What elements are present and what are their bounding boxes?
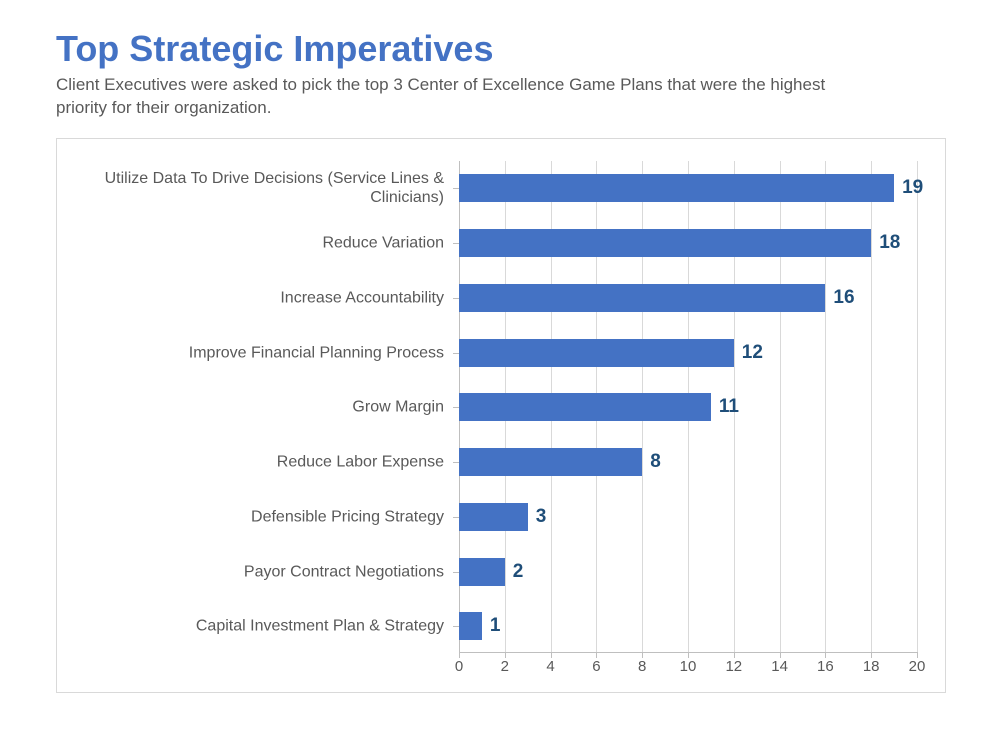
bar-value-label: 1 — [490, 615, 501, 637]
bar-value-label: 19 — [902, 177, 923, 199]
x-tick-label: 16 — [817, 658, 834, 675]
category-label: Reduce Labor Expense — [64, 453, 452, 472]
category-label: Payor Contract Negotiations — [64, 562, 452, 581]
bar-value-label: 16 — [833, 287, 854, 309]
bar — [459, 558, 505, 586]
gridline — [917, 161, 918, 652]
bar — [459, 229, 871, 257]
x-tick-label: 14 — [771, 658, 788, 675]
category-label: Improve Financial Planning Process — [64, 343, 452, 362]
bar-value-label: 3 — [536, 506, 547, 528]
bar-value-label: 18 — [879, 232, 900, 254]
bar-value-label: 2 — [513, 561, 524, 583]
x-tick-label: 8 — [638, 658, 646, 675]
x-tick-label: 10 — [680, 658, 697, 675]
bar — [459, 284, 825, 312]
category-label: Capital Investment Plan & Strategy — [64, 617, 452, 636]
x-tick-label: 2 — [501, 658, 509, 675]
y-axis-labels: Utilize Data To Drive Decisions (Service… — [57, 139, 452, 652]
bar — [459, 612, 482, 640]
category-label: Utilize Data To Drive Decisions (Service… — [64, 169, 452, 207]
bar — [459, 393, 711, 421]
page-subtitle: Client Executives were asked to pick the… — [56, 74, 876, 120]
bar — [459, 448, 642, 476]
gridline — [871, 161, 872, 652]
category-label: Increase Accountability — [64, 288, 452, 307]
bar-value-label: 11 — [719, 396, 739, 418]
page-title: Top Strategic Imperatives — [56, 28, 943, 70]
bar-value-label: 8 — [650, 451, 661, 473]
chart-frame: 19 18 16 12 11 8 3 2 1 Utilize Data To Drive Dec… — [56, 138, 946, 693]
x-tick-label: 20 — [909, 658, 926, 675]
x-tick-label: 18 — [863, 658, 880, 675]
x-tick-label: 4 — [546, 658, 554, 675]
bar — [459, 174, 894, 202]
category-label: Reduce Variation — [64, 233, 452, 252]
plot-area: 19181612118321 — [459, 161, 917, 652]
x-axis: 02468101214161820 — [459, 652, 917, 692]
x-tick-label: 0 — [455, 658, 463, 675]
category-label: Grow Margin — [64, 398, 452, 417]
category-label: Defensible Pricing Strategy — [64, 507, 452, 526]
bar-value-label: 12 — [742, 342, 763, 364]
bar — [459, 503, 528, 531]
x-tick-label: 12 — [725, 658, 742, 675]
bar — [459, 339, 734, 367]
x-tick-label: 6 — [592, 658, 600, 675]
